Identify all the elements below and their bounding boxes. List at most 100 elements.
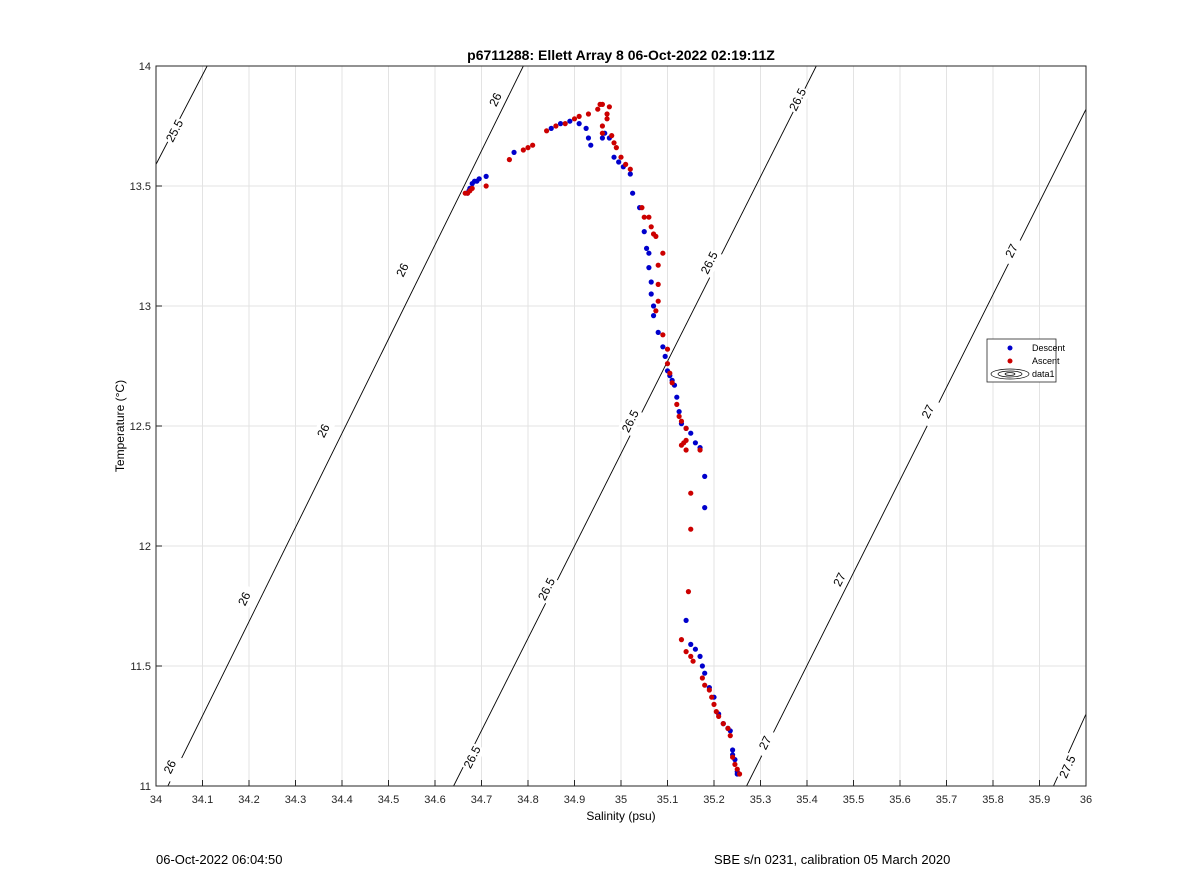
descent-point <box>648 279 654 285</box>
legend-label-descent: Descent <box>1032 343 1066 353</box>
y-tick-label: 12.5 <box>130 421 151 433</box>
ascent-point <box>713 709 719 715</box>
ascent-point <box>730 754 736 760</box>
y-axis-ticks: 11 11.5 12 12.5 13 13.5 14 <box>130 61 162 793</box>
descent-point <box>476 176 482 182</box>
descent-point <box>567 118 573 124</box>
descent-point <box>643 245 650 251</box>
y-axis-label: Temperature (°C) <box>113 380 127 472</box>
y-tick-label: 11.5 <box>130 661 151 673</box>
descent-point <box>641 229 647 235</box>
ascent-point <box>520 147 526 153</box>
x-tick-label: 34.1 <box>192 794 213 806</box>
isopycnal-label-gap <box>310 415 337 446</box>
descent-point <box>688 641 694 648</box>
descent-point <box>583 125 589 131</box>
isopycnal-line <box>746 108 1086 786</box>
descent-point <box>702 505 708 511</box>
legend-marker-ascent <box>1007 358 1013 364</box>
descent-point <box>730 747 736 753</box>
ascent-point <box>648 224 654 230</box>
descent-point <box>702 670 708 676</box>
descent-point <box>655 329 661 335</box>
chart-title: p6711288: Ellett Array 8 06-Oct-2022 02:… <box>467 47 775 63</box>
ascent-point <box>609 133 615 139</box>
ascent-point <box>653 233 659 239</box>
ascent-point <box>664 361 671 367</box>
ascent-point <box>697 447 703 453</box>
footer-timestamp: 06-Oct-2022 06:04:50 <box>156 852 283 867</box>
descent-point <box>692 646 699 652</box>
ascent-point <box>639 205 645 211</box>
ascent-point <box>469 185 475 191</box>
descent-point <box>630 190 636 196</box>
ascent-point <box>676 413 682 419</box>
ascent-point <box>667 370 673 376</box>
legend-label-data1: data1 <box>1032 369 1055 379</box>
ascent-point <box>595 106 601 112</box>
descent-point <box>611 154 617 160</box>
ascent-point <box>655 262 661 268</box>
ascent-point <box>606 104 612 110</box>
ascent-point <box>553 123 559 129</box>
x-axis-ticks: 34 34.1 34.2 34.3 34.4 34.5 34.6 34.7 34.8 34.9 35… <box>150 780 1092 806</box>
descent-point <box>511 149 517 155</box>
y-tick-label: 12 <box>139 541 151 553</box>
ascent-point <box>544 128 550 134</box>
descent-point <box>585 135 592 141</box>
descent-point <box>557 121 564 127</box>
ascent-point <box>576 113 582 119</box>
isopycnal-line <box>167 66 524 786</box>
ascent-point <box>736 771 743 777</box>
ascent-point <box>655 298 661 304</box>
ascent-point <box>690 658 696 664</box>
x-tick-label: 36 <box>1080 794 1092 806</box>
ascent-point <box>683 425 689 431</box>
ascent-point <box>678 418 685 424</box>
isopycnal-label-gap <box>1054 751 1081 782</box>
ascent-point <box>688 526 694 532</box>
descent-point <box>702 473 708 479</box>
descent-point <box>697 653 703 660</box>
isopycnal-label-gap <box>161 115 188 147</box>
descent-point <box>548 125 554 131</box>
ascent-point <box>732 761 738 768</box>
descent-point <box>648 291 654 297</box>
legend-label-ascent: Ascent <box>1032 356 1060 366</box>
isopycnal-label-gap <box>696 247 723 279</box>
ascent-point <box>623 161 629 167</box>
ascent-point <box>660 250 666 256</box>
data-points <box>462 101 743 777</box>
descent-point <box>662 353 668 359</box>
ascent-point <box>683 649 689 655</box>
y-tick-label: 13.5 <box>130 181 151 193</box>
descent-point <box>674 394 680 400</box>
ascent-point <box>653 308 659 314</box>
ascent-point <box>699 675 705 681</box>
ascent-point <box>618 154 624 160</box>
ascent-point <box>530 142 536 148</box>
isopycnal-label-gap <box>617 405 644 437</box>
ascent-point <box>683 447 689 453</box>
x-axis-label: Salinity (psu) <box>586 809 655 823</box>
isopycnal-label-gap <box>914 396 941 427</box>
isopycnal-label: 26 <box>393 261 412 279</box>
x-tick-label: 34 <box>150 794 162 806</box>
isopycnal-label-gap <box>998 235 1025 267</box>
descent-point <box>616 159 622 165</box>
descent-point <box>646 265 652 271</box>
isopycnal-label-gap <box>784 84 811 115</box>
isopycnal-label: 26 <box>161 757 180 775</box>
footer-calibration: SBE s/n 0231, calibration 05 March 2020 <box>714 852 951 867</box>
isopycnal-label-gap <box>752 727 779 759</box>
x-tick-label: 35 <box>615 794 627 806</box>
x-tick-label: 35.8 <box>982 794 1003 806</box>
ascent-point <box>702 682 708 688</box>
ascent-point <box>727 733 733 739</box>
x-tick-label: 34.2 <box>238 794 259 806</box>
ascent-point <box>725 725 731 732</box>
y-tick-label: 14 <box>139 61 151 73</box>
isopycnal-label-gap <box>157 751 183 782</box>
x-tick-label: 35.1 <box>657 794 678 806</box>
